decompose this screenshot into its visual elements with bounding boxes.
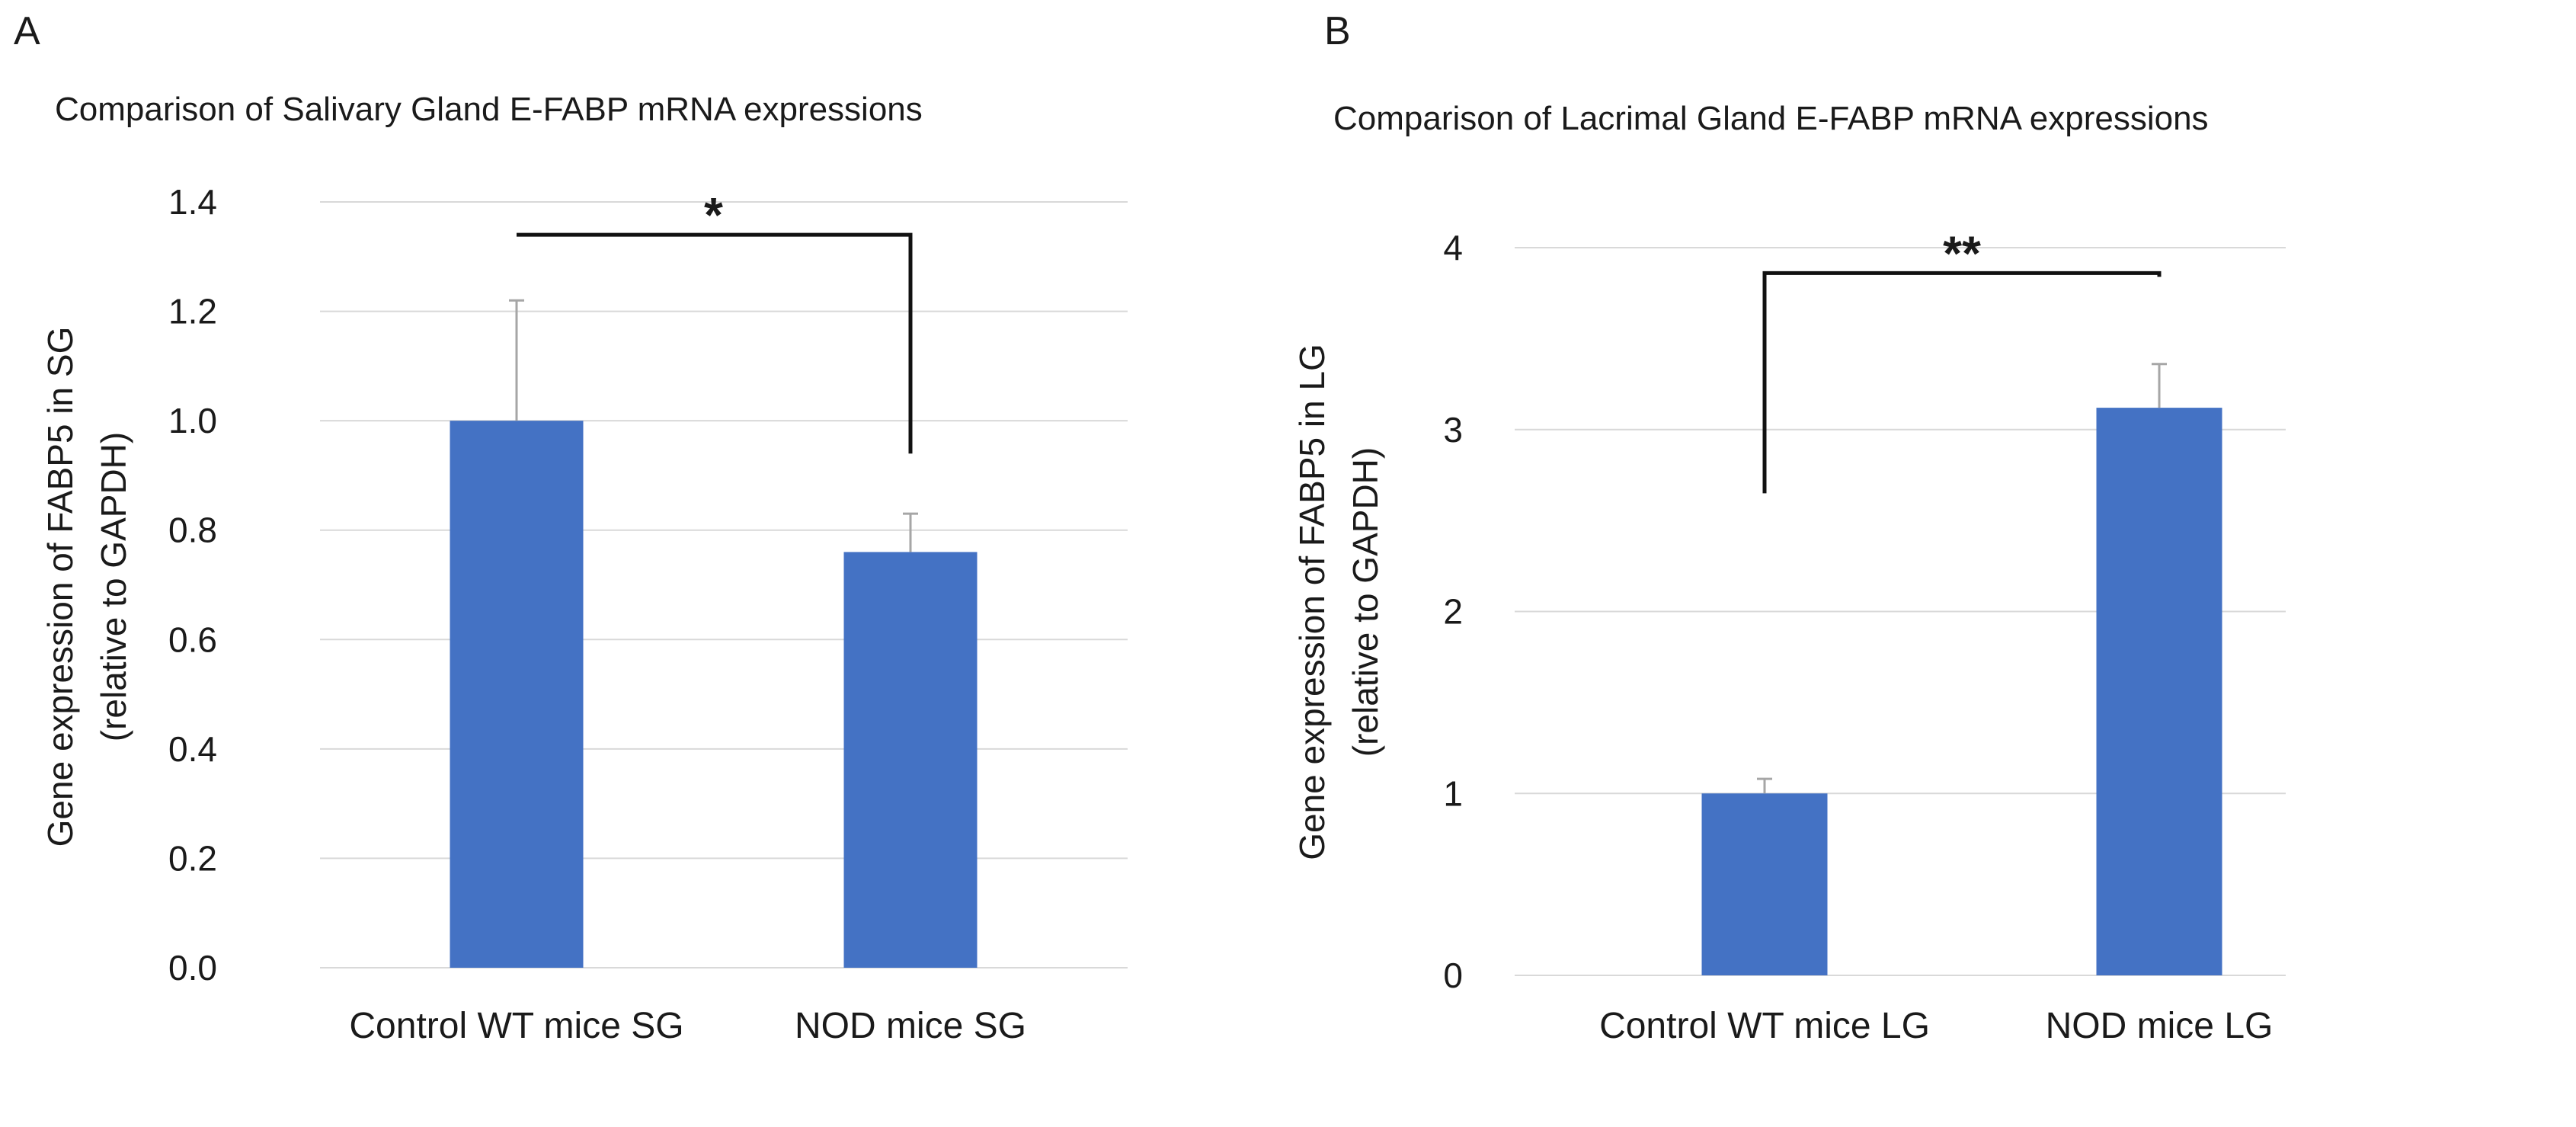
bar (1701, 793, 1828, 975)
bar (843, 552, 978, 968)
category-label: NOD mice SG (795, 1006, 1026, 1046)
y-tick-label: 1.0 (168, 401, 217, 440)
significance-marker: * (704, 187, 723, 242)
y-axis-label: Gene expression of FABP5 in LG (1292, 344, 1332, 860)
y-tick-label: 0.8 (168, 511, 217, 550)
y-tick-label: 1.4 (168, 182, 217, 222)
category-label: NOD mice LG (2046, 1006, 2274, 1046)
panel-label: A (14, 9, 40, 53)
panel-label: B (1324, 9, 1351, 53)
y-tick-label: 0 (1443, 956, 1463, 995)
chart-panel-b: B Comparison of Lacrimal Gland E-FABP mRN… (1292, 9, 2286, 1046)
category-label: Control WT mice LG (1599, 1006, 1930, 1046)
y-tick-label: 0.6 (168, 620, 217, 659)
category-label: Control WT mice SG (349, 1006, 683, 1046)
significance-bracket (1762, 271, 2162, 494)
bar (450, 421, 584, 968)
y-tick-label: 0.2 (168, 838, 217, 878)
y-tick-label: 0.0 (168, 948, 217, 988)
chart-title: Comparison of Lacrimal Gland E-FABP mRNA… (1333, 100, 2209, 137)
y-tick-label: 1.2 (168, 292, 217, 331)
y-tick-label: 4 (1443, 228, 1463, 267)
y-axis-label-sub: (relative to GAPDH) (1346, 447, 1385, 757)
y-tick-label: 0.4 (168, 729, 217, 769)
chart-panel-a: A Comparison of Salivary Gland E-FABP mRN… (14, 9, 1128, 1046)
y-axis-label: Gene expression of FABP5 in SG (40, 327, 80, 847)
bar (2096, 408, 2222, 975)
significance-bracket (517, 232, 913, 454)
y-axis-label-sub: (relative to GAPDH) (94, 432, 133, 741)
chart-title: Comparison of Salivary Gland E-FABP mRNA… (55, 91, 923, 128)
y-tick-label: 3 (1443, 410, 1463, 450)
significance-marker: ** (1943, 226, 1981, 280)
y-tick-label: 1 (1443, 773, 1463, 813)
y-tick-label: 2 (1443, 592, 1463, 632)
